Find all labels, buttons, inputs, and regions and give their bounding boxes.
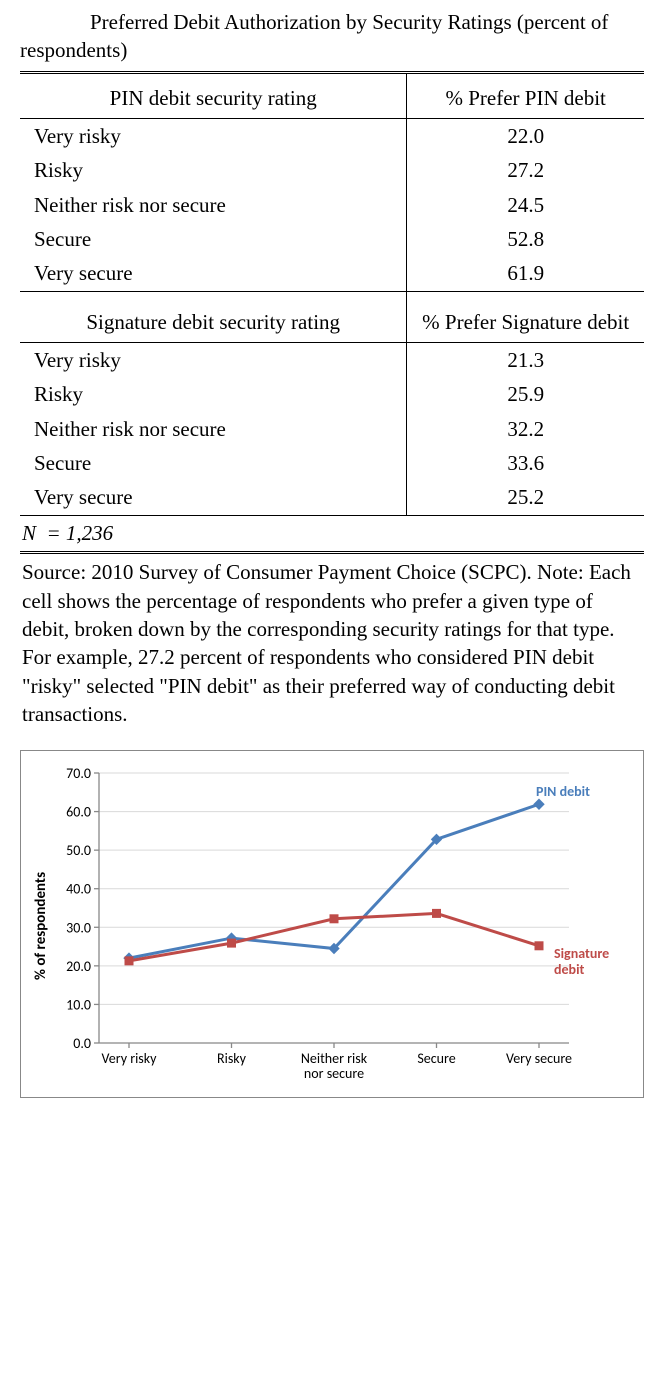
svg-text:Very secure: Very secure — [506, 1050, 572, 1067]
page-title: Preferred Debit Authorization by Securit… — [20, 8, 644, 65]
table-header-value-1: % Prefer Signature debit — [407, 291, 644, 342]
table-row: Neither risk nor secure24.5 — [20, 188, 644, 222]
svg-text:0.0: 0.0 — [74, 1035, 92, 1052]
svg-text:Risky: Risky — [217, 1050, 247, 1067]
table-row: Risky27.2 — [20, 153, 644, 187]
table-header-label-0: PIN debit security rating — [20, 72, 407, 118]
svg-text:20.0: 20.0 — [66, 958, 91, 975]
svg-text:nor secure: nor secure — [304, 1065, 364, 1082]
svg-text:50.0: 50.0 — [66, 842, 91, 859]
table-row: Secure33.6 — [20, 446, 644, 480]
svg-text:PIN debit: PIN debit — [536, 783, 590, 800]
table-header-value-0: % Prefer PIN debit — [407, 72, 644, 118]
table-row: Very risky22.0 — [20, 119, 644, 154]
line-chart: % of respondents 0.0 10.0 20.0 30.0 40.0 50.0… — [20, 750, 644, 1098]
table-n: N = 1,236 — [20, 515, 644, 552]
table-row: Very risky21.3 — [20, 343, 644, 378]
table-row: Secure52.8 — [20, 222, 644, 256]
table-note: Source: 2010 Survey of Consumer Payment … — [20, 553, 644, 733]
svg-text:60.0: 60.0 — [66, 804, 91, 821]
svg-text:Very risky: Very risky — [102, 1050, 158, 1067]
table-row: Very secure61.9 — [20, 256, 644, 291]
svg-text:40.0: 40.0 — [66, 881, 91, 898]
table-row: Risky25.9 — [20, 377, 644, 411]
table-row: Neither risk nor secure32.2 — [20, 412, 644, 446]
svg-text:Signature: Signature — [554, 945, 609, 962]
table-header-label-1: Signature debit security rating — [20, 291, 407, 342]
svg-text:30.0: 30.0 — [66, 920, 91, 937]
svg-text:Secure: Secure — [418, 1050, 456, 1067]
chart-ylabel: % of respondents — [29, 761, 51, 1091]
svg-text:70.0: 70.0 — [66, 765, 91, 782]
svg-text:debit: debit — [554, 961, 585, 978]
table-row: Very secure25.2 — [20, 480, 644, 515]
data-table: PIN debit security rating % Prefer PIN d… — [20, 71, 644, 733]
svg-text:10.0: 10.0 — [66, 997, 91, 1014]
chart-svg: 0.0 10.0 20.0 30.0 40.0 50.0 60.0 70.0 Very risk… — [51, 761, 631, 1091]
